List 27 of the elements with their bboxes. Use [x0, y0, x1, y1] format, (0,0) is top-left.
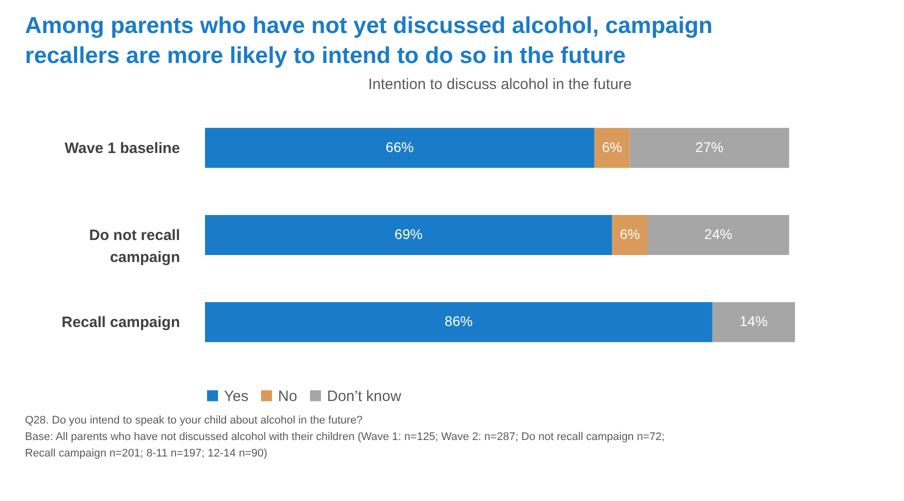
bar — [205, 302, 712, 342]
y-tick-label: Recall campaign — [62, 314, 180, 332]
data-label: 6% — [602, 138, 622, 155]
legend-label: No — [278, 388, 298, 405]
bar — [612, 215, 648, 255]
text: Base: All parents who have not discussed alcohol with their children (Wave 1: n=125; Wave 2: n=287; Do not recall campaign n=72; — [25, 431, 665, 443]
data-label: 14% — [740, 313, 768, 330]
bar — [630, 128, 790, 168]
data-label: 66% — [386, 138, 414, 155]
legend-label: Yes — [224, 388, 248, 405]
bar — [712, 302, 795, 342]
data-label: 86% — [444, 313, 473, 330]
y-tick-label: Do not recall campaign — [89, 227, 180, 266]
y-tick-label: Wave 1 baseline — [64, 140, 180, 157]
bar — [594, 128, 630, 168]
text: Recall campaign n=201; 8-11 n=197; 12-14 n=90) — [25, 448, 268, 460]
legend-label: Don’t know — [327, 388, 402, 405]
data-label: 27% — [695, 138, 724, 155]
bar — [205, 215, 612, 255]
chart-title: Among parents who have not yet discussed alcohol, campaign recallers are more likely to intend to do so in the future — [25, 12, 713, 68]
data-label: 24% — [704, 226, 732, 242]
bar — [648, 215, 790, 255]
text: Q28. Do you intend to speak to your child about alcohol in the future? — [25, 414, 363, 426]
chart-subtitle: Intention to discuss alcohol in the future — [368, 76, 632, 93]
bar — [205, 128, 594, 168]
data-label: 69% — [394, 226, 423, 242]
data-label: 6% — [620, 226, 640, 242]
